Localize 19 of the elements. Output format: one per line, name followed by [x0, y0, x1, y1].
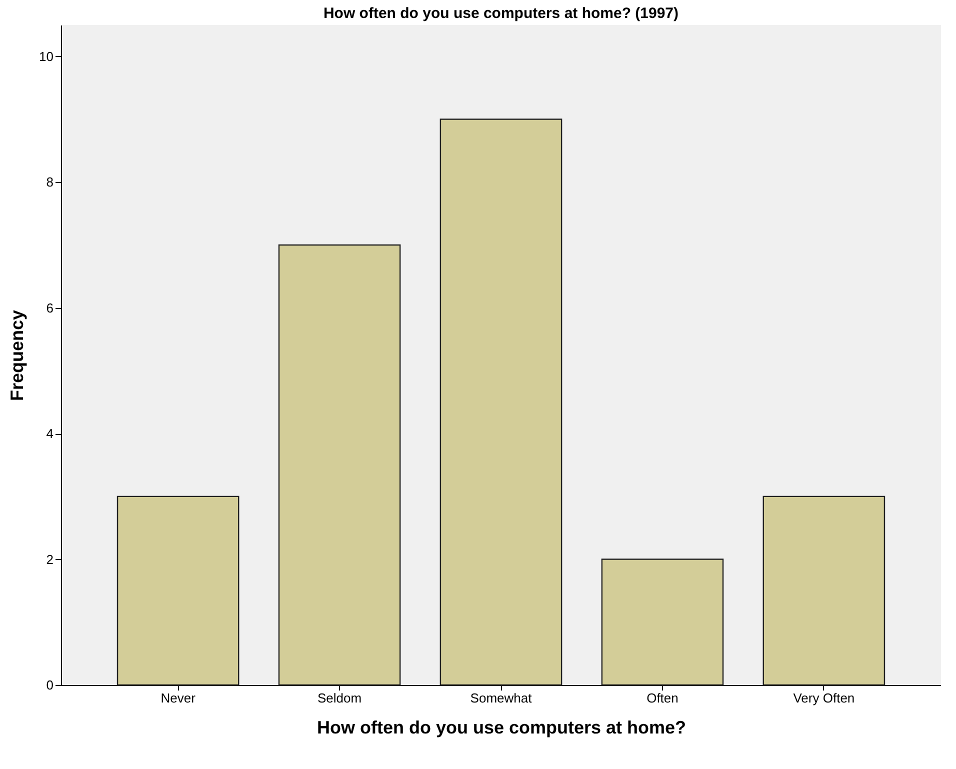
y-tick-label: 10	[39, 48, 54, 64]
y-axis-title: Frequency	[7, 310, 28, 402]
x-tick-label: Very Often	[793, 690, 855, 706]
bar	[278, 244, 401, 686]
y-tick-label: 4	[46, 426, 54, 442]
bar	[601, 558, 724, 686]
y-tick-label: 2	[46, 552, 54, 567]
x-tick-label: Seldom	[317, 690, 362, 706]
bar	[116, 496, 240, 686]
chart-title: How often do you use computers at home? (1997)	[323, 5, 679, 22]
y-tick-label: 8	[46, 174, 54, 190]
x-tick-label: Somewhat	[470, 690, 532, 706]
bar	[440, 118, 562, 686]
bar	[762, 496, 886, 686]
y-tick-label: 0	[46, 678, 54, 692]
y-tick-label: 6	[46, 300, 54, 316]
x-tick-label: Often	[646, 690, 678, 706]
x-tick-label: Never	[160, 690, 196, 706]
x-axis-title: How often do you use computers at home?	[316, 718, 686, 738]
